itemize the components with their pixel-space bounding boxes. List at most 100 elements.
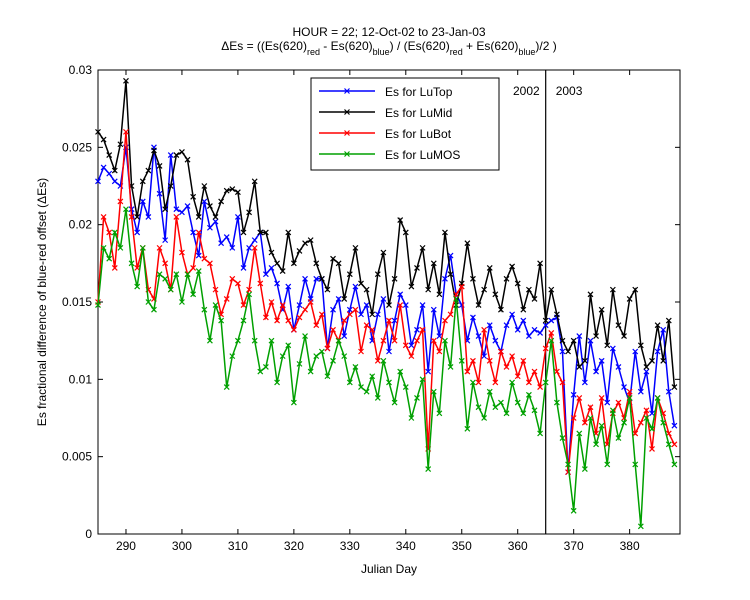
x-tick-label: 300 [172, 539, 192, 553]
point-marker [525, 333, 532, 339]
point-marker [559, 337, 566, 344]
point-marker [492, 404, 499, 411]
point-marker [374, 311, 381, 318]
x-axis-label: Julian Day [361, 562, 417, 576]
point-marker [520, 410, 527, 417]
point-marker [609, 286, 616, 293]
point-marker [324, 345, 331, 352]
point-marker [335, 260, 342, 267]
point-marker [318, 275, 325, 282]
point-marker [570, 391, 577, 398]
point-marker [307, 368, 314, 375]
point-marker [212, 302, 219, 309]
point-marker [106, 170, 113, 177]
point-marker [609, 407, 616, 414]
point-marker [206, 260, 213, 267]
point-marker [386, 317, 392, 324]
y-tick-label: 0.01 [69, 372, 93, 386]
point-marker [100, 136, 107, 143]
point-marker [341, 317, 348, 324]
point-marker [520, 306, 527, 313]
point-marker [128, 260, 135, 267]
point-marker [179, 209, 185, 216]
point-marker [643, 415, 650, 421]
point-marker [397, 217, 404, 223]
point-marker [218, 317, 225, 324]
point-marker [313, 275, 320, 282]
chart-title: HOUR = 22; 12-Oct-02 to 23-Jan-03 [292, 25, 485, 39]
point-marker [229, 353, 236, 360]
point-marker [486, 357, 493, 364]
point-marker [156, 244, 163, 251]
point-marker [475, 379, 482, 386]
point-marker [565, 461, 572, 468]
point-marker [671, 422, 678, 429]
point-marker [268, 299, 275, 305]
point-marker [145, 299, 152, 305]
title-part: ΔEs = ((Es(620) [221, 39, 307, 53]
point-marker [419, 244, 426, 251]
point-marker [576, 394, 583, 401]
point-marker [531, 368, 538, 375]
point-marker [442, 317, 448, 324]
point-marker [106, 255, 113, 262]
x-tick-label: 380 [620, 539, 640, 553]
point-marker [587, 337, 594, 344]
y-tick-label: 0.005 [62, 450, 92, 464]
point-marker [223, 384, 230, 390]
point-marker [313, 260, 320, 267]
point-marker [621, 333, 627, 339]
point-marker [173, 206, 180, 213]
point-marker [643, 364, 650, 370]
series-line [97, 131, 676, 473]
point-marker [665, 317, 672, 324]
x-tick-label: 340 [396, 539, 416, 553]
legend-marker [344, 88, 350, 94]
point-marker [313, 322, 320, 329]
point-marker [660, 419, 667, 426]
point-marker [458, 357, 465, 364]
point-marker [330, 306, 336, 313]
point-marker [559, 348, 566, 355]
point-marker [386, 348, 392, 355]
point-marker [318, 348, 325, 355]
point-marker [470, 379, 476, 386]
point-marker [111, 178, 118, 185]
point-marker [358, 384, 364, 390]
point-marker [251, 244, 258, 251]
point-marker [156, 190, 163, 197]
title-part: - Es(620) [320, 39, 373, 53]
point-marker [464, 368, 471, 375]
point-marker [486, 265, 493, 271]
point-marker [246, 291, 253, 298]
point-marker [548, 330, 555, 336]
point-marker [481, 415, 488, 421]
point-marker [542, 345, 549, 352]
point-marker [425, 368, 432, 375]
point-marker [358, 280, 364, 287]
point-marker [402, 384, 409, 390]
point-marker [363, 388, 370, 395]
point-marker [274, 260, 281, 267]
point-marker [195, 229, 202, 236]
point-marker [503, 275, 510, 282]
point-marker [497, 399, 504, 406]
point-marker [167, 152, 174, 158]
point-marker [341, 295, 348, 302]
point-marker [553, 311, 560, 318]
point-marker [548, 337, 555, 344]
point-marker [100, 214, 107, 220]
point-marker [391, 275, 398, 282]
point-marker [240, 302, 247, 309]
point-marker [268, 265, 275, 271]
point-marker [654, 322, 661, 329]
point-marker [352, 244, 359, 251]
y-tick-label: 0.02 [69, 218, 93, 232]
point-marker [167, 286, 174, 293]
point-marker [525, 286, 532, 293]
point-marker [615, 322, 622, 329]
point-marker [581, 379, 588, 386]
point-marker [442, 337, 448, 344]
point-marker [414, 326, 420, 333]
point-marker [285, 283, 292, 290]
